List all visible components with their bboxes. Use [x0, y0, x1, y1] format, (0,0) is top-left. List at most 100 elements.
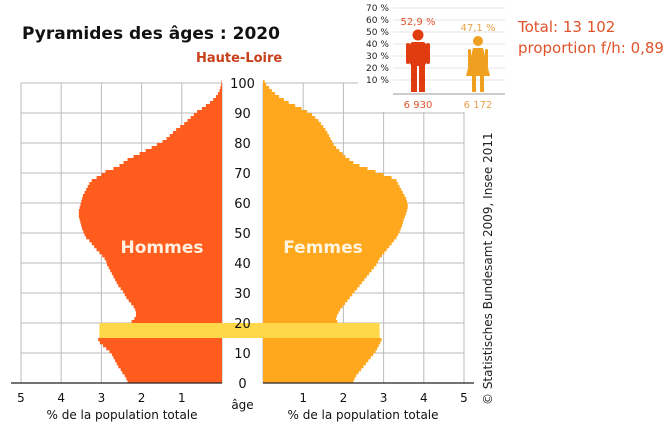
- men-bar: [193, 113, 222, 117]
- men-bar: [131, 320, 222, 324]
- men-bar: [84, 191, 223, 195]
- women-bar: [263, 128, 326, 132]
- men-bar: [184, 122, 222, 126]
- women-bar: [263, 311, 339, 315]
- women-share-label: 47,1 %: [461, 23, 496, 34]
- inset-tick-label: 10 %: [366, 76, 389, 86]
- women-bar: [263, 371, 359, 375]
- women-bar: [263, 155, 346, 159]
- women-bar: [263, 125, 324, 129]
- women-count-label: 6 172: [464, 100, 493, 111]
- women-bar: [263, 143, 334, 147]
- men-bar: [135, 311, 222, 315]
- men-bar: [107, 263, 222, 267]
- x-tick-label-right: 4: [420, 391, 428, 405]
- men-bar: [80, 221, 222, 225]
- region-label: Haute-Loire: [196, 51, 283, 66]
- men-bar: [116, 362, 222, 366]
- women-bar: [263, 191, 403, 195]
- women-bar: [263, 245, 390, 249]
- men-bar: [82, 197, 222, 201]
- man-leg-icon: [411, 64, 417, 92]
- men-bar: [87, 185, 223, 189]
- women-bar: [263, 377, 355, 381]
- women-bars: [263, 80, 408, 384]
- men-bar: [135, 314, 222, 318]
- women-series-label: Femmes: [283, 238, 363, 258]
- woman-arm-icon: [485, 49, 488, 67]
- highlight-band: [99, 323, 380, 338]
- women-bar: [263, 320, 338, 324]
- women-bar: [263, 134, 329, 138]
- men-bar: [80, 203, 222, 207]
- men-bar: [135, 308, 222, 312]
- women-bar: [263, 380, 354, 384]
- women-bar: [263, 368, 362, 372]
- axis-labels: 0 10 20 30 40 50 60 70 80 90 100 5 4 3 2 1 1 2 3 4 5 âge % de …: [17, 77, 468, 422]
- men-bar: [122, 371, 222, 375]
- inset-tick-label: 70 %: [366, 4, 389, 14]
- women-bar: [263, 83, 267, 87]
- sex-ratio: proportion f/h: 0,89: [518, 39, 664, 57]
- women-bar: [263, 164, 360, 168]
- men-bar: [145, 149, 222, 153]
- women-bar: [263, 251, 385, 255]
- men-bar: [124, 374, 222, 378]
- men-bar: [169, 134, 222, 138]
- women-bar: [263, 182, 399, 186]
- men-bar: [217, 92, 222, 96]
- women-bar: [263, 275, 367, 279]
- men-bar: [116, 281, 222, 285]
- women-bar: [263, 209, 407, 213]
- men-bar: [128, 299, 222, 303]
- age-tick-label: 20: [234, 317, 251, 332]
- women-bar: [263, 239, 395, 243]
- women-bar: [263, 179, 397, 183]
- man-leg-icon: [419, 64, 425, 92]
- men-count-label: 6 930: [404, 100, 433, 111]
- men-bar: [96, 176, 222, 180]
- women-bar: [263, 284, 360, 288]
- men-bar: [79, 218, 222, 222]
- inset-tick-label: 40 %: [366, 40, 389, 50]
- x-tick-label-left: 5: [17, 391, 25, 405]
- men-bar: [131, 302, 222, 306]
- women-bar: [263, 197, 407, 201]
- men-bar: [133, 155, 222, 159]
- women-bar: [263, 140, 333, 144]
- women-bar: [263, 254, 382, 258]
- women-bar: [263, 296, 350, 300]
- age-tick-label: 0: [238, 377, 246, 392]
- women-bar: [263, 110, 308, 114]
- women-bar: [263, 257, 380, 261]
- men-bar: [109, 350, 222, 354]
- women-bar: [263, 95, 280, 99]
- women-bar: [263, 131, 328, 135]
- women-bar: [263, 338, 382, 342]
- women-bar: [263, 272, 370, 276]
- men-bars: [78, 80, 223, 384]
- man-body-icon: [410, 42, 426, 66]
- women-bar: [263, 218, 404, 222]
- women-bar: [263, 146, 337, 150]
- women-bar: [263, 98, 284, 102]
- women-bar: [263, 287, 358, 291]
- men-bar: [220, 86, 222, 90]
- women-bar: [263, 233, 399, 237]
- women-bar: [263, 314, 337, 318]
- women-bar: [263, 365, 364, 369]
- men-bar: [110, 269, 222, 273]
- inset-tick-label: 30 %: [366, 52, 389, 62]
- men-bar: [118, 284, 222, 288]
- men-bar: [83, 230, 222, 234]
- men-bar: [99, 341, 222, 345]
- women-bar: [263, 350, 376, 354]
- total-count: Total: 13 102: [518, 18, 616, 36]
- x-tick-label-left: 2: [138, 391, 146, 405]
- woman-head-icon: [473, 36, 483, 46]
- men-bar: [221, 83, 222, 87]
- women-bar: [263, 260, 378, 264]
- men-bar: [82, 227, 222, 231]
- highlight-men: [99, 323, 222, 338]
- men-bar: [81, 200, 222, 204]
